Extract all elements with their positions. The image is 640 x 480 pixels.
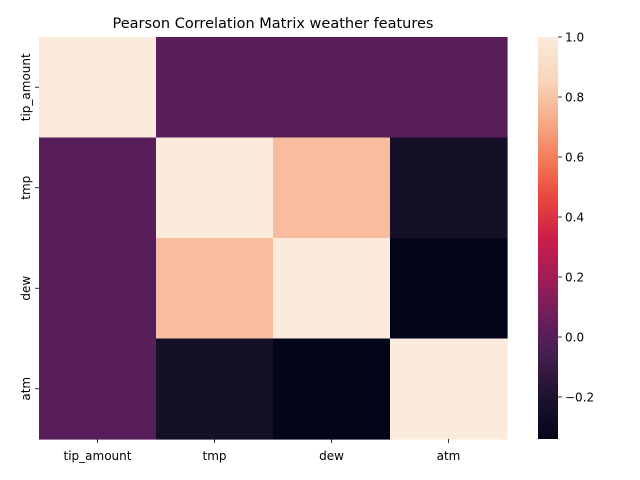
colorbar-tick-label: 0.0	[565, 331, 584, 345]
colorbar-tick-label: 0.8	[565, 91, 584, 105]
y-tick-label: tip_amount	[19, 53, 33, 121]
heatmap-cell	[273, 338, 391, 440]
colorbar-tick-label: 1.0	[565, 31, 584, 45]
y-tick-label: tmp	[19, 176, 33, 200]
x-tick-label: dew	[319, 449, 344, 463]
heatmap-cell	[156, 338, 274, 440]
heatmap-cell	[39, 37, 157, 139]
y-tick-label: dew	[19, 276, 33, 301]
heatmap-cell	[390, 137, 508, 239]
heatmap-cell	[390, 338, 508, 440]
x-tick-label: atm	[437, 449, 461, 463]
heatmap-cell	[39, 238, 157, 340]
heatmap-cell	[390, 238, 508, 340]
colorbar-tick-label: 0.6	[565, 151, 584, 165]
x-tick-label: tmp	[202, 449, 226, 463]
chart-title: Pearson Correlation Matrix weather featu…	[113, 16, 434, 32]
heatmap-cell	[273, 37, 391, 139]
heatmap-cells	[39, 37, 508, 440]
heatmap-cell	[156, 238, 274, 340]
heatmap-cell	[273, 137, 391, 239]
colorbar	[538, 37, 558, 439]
heatmap-cell	[390, 37, 508, 139]
colorbar-axis: −0.2 0.0 0.2 0.4 0.6 0.8 1.0	[558, 31, 594, 405]
heatmap-cell	[39, 137, 157, 239]
colorbar-tick-label: −0.2	[565, 391, 594, 405]
heatmap-cell	[156, 37, 274, 139]
colorbar-tick-label: 0.2	[565, 271, 584, 285]
y-tick-label: atm	[19, 377, 33, 401]
heatmap-cell	[39, 338, 157, 440]
heatmap-cell	[156, 137, 274, 239]
colorbar-tick-label: 0.4	[565, 211, 584, 225]
x-tick-label: tip_amount	[64, 449, 132, 463]
heatmap-cell	[273, 238, 391, 340]
x-axis: tip_amount tmp dew atm	[64, 439, 461, 463]
